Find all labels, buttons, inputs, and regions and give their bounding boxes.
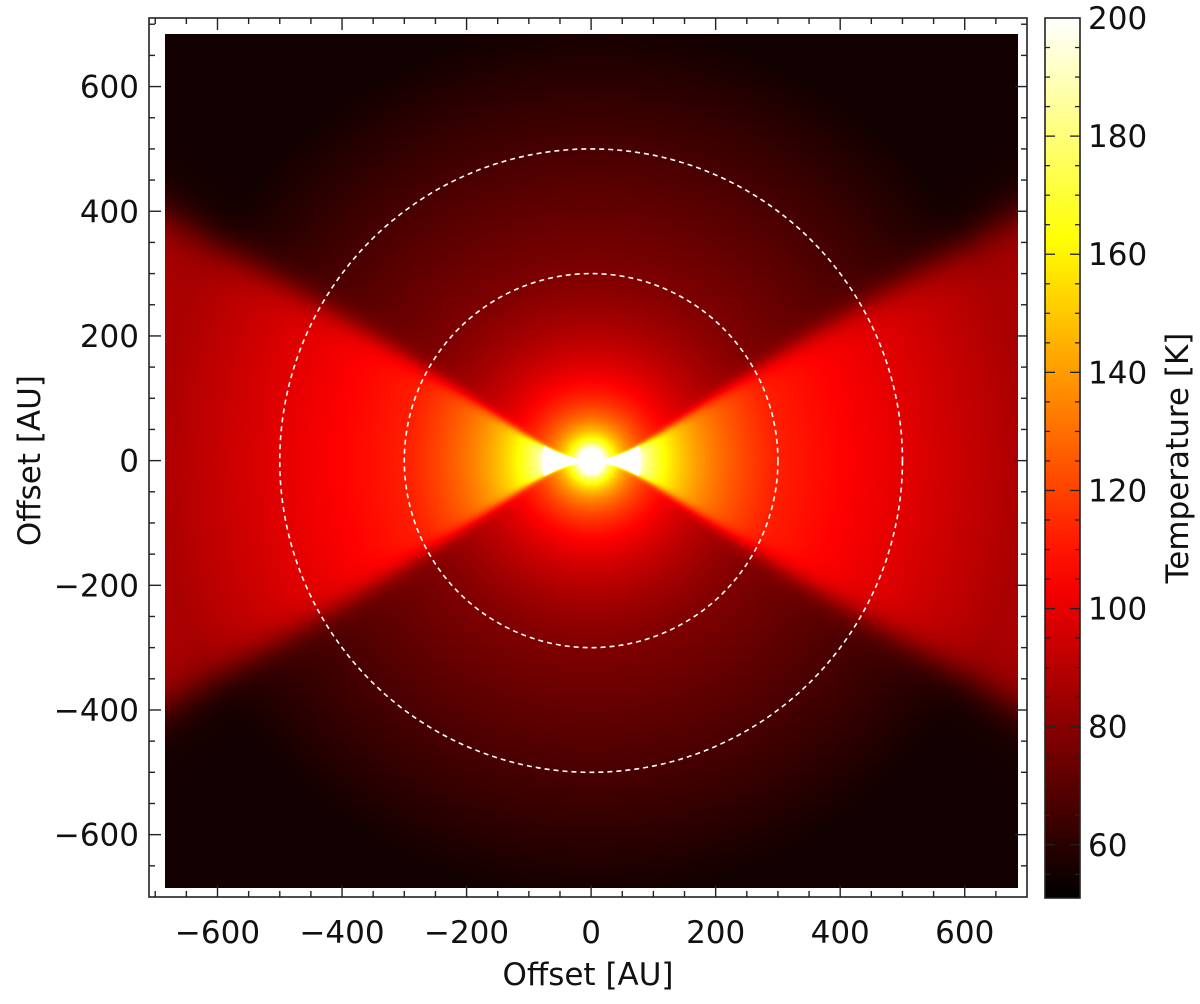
y-tick-label: −200 xyxy=(54,568,139,604)
colorbar-tick-label: 180 xyxy=(1088,119,1147,155)
plot-frame xyxy=(148,17,1028,898)
x-axis-title: Offset [AU] xyxy=(502,957,673,993)
x-tick-label: 200 xyxy=(686,915,745,951)
colorbar-tick-label: 200 xyxy=(1088,1,1147,37)
y-tick-label: 400 xyxy=(80,194,139,230)
x-axis-ticks xyxy=(154,18,997,897)
y-tick-label: −600 xyxy=(54,818,139,854)
x-tick-label: −200 xyxy=(424,915,509,951)
x-tick-label: 600 xyxy=(935,915,994,951)
y-axis-tick-labels: −600 −400 −200 0 200 400 600 xyxy=(54,70,139,854)
colorbar-tick-label: 160 xyxy=(1088,237,1147,273)
x-tick-label: −600 xyxy=(175,915,260,951)
colorbar-tick-label: 60 xyxy=(1088,828,1127,864)
y-axis-title: Offset [AU] xyxy=(12,375,48,546)
colorbar-ticks xyxy=(1045,46,1080,876)
x-axis-tick-labels: −600 −400 −200 0 200 400 600 xyxy=(175,915,994,951)
colorbar-tick-label: 100 xyxy=(1088,592,1147,628)
colorbar-tick-labels: 60 80 100 120 140 160 180 200 xyxy=(1088,1,1147,864)
heatmap-image xyxy=(164,33,1018,888)
y-tick-label: 0 xyxy=(119,444,139,480)
dashed-circle-r300 xyxy=(403,272,779,649)
colorbar-tick-label: 80 xyxy=(1088,710,1127,746)
colorbar-title: Temperature [K] xyxy=(1160,333,1196,585)
colorbar-tick-label: 120 xyxy=(1088,473,1147,509)
dashed-circle-r500 xyxy=(278,148,904,774)
x-tick-label: 400 xyxy=(811,915,870,951)
y-tick-label: 600 xyxy=(80,70,139,106)
colorbar xyxy=(1044,17,1081,899)
colorbar-tick-label: 140 xyxy=(1088,355,1147,391)
y-tick-label: −400 xyxy=(54,693,139,729)
x-tick-label: −400 xyxy=(299,915,384,951)
y-axis-ticks xyxy=(149,23,1027,867)
y-tick-label: 200 xyxy=(80,319,139,355)
heatmap-raster xyxy=(164,33,1018,888)
contour-circles xyxy=(278,148,904,774)
x-tick-label: 0 xyxy=(581,915,601,951)
